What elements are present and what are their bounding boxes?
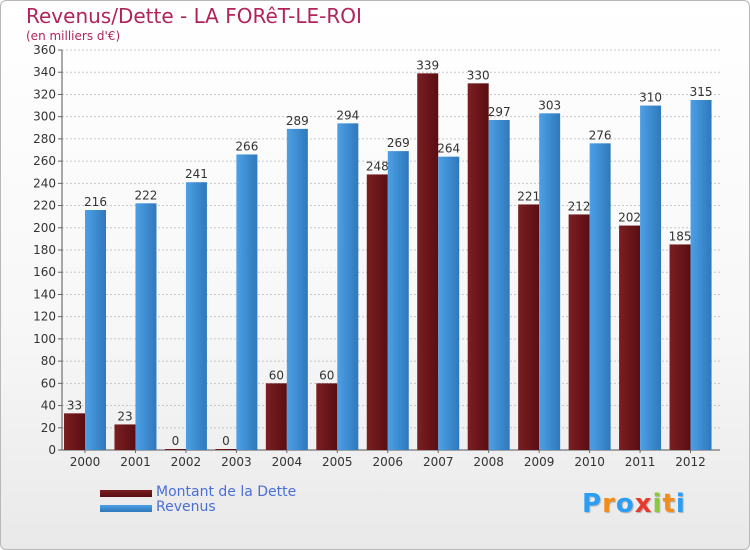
bar-revenue [539, 113, 561, 450]
bar-revenue-label: 289 [286, 114, 309, 128]
logo-letter: i [675, 489, 686, 519]
bar-debt [215, 449, 237, 450]
bar-debt [417, 73, 439, 450]
y-tick-label: 320 [33, 87, 56, 101]
bar-debt-label: 0 [222, 434, 230, 448]
y-tick-label: 280 [33, 132, 56, 146]
bar-debt [467, 83, 489, 450]
bar-debt-label: 33 [67, 398, 82, 412]
bar-debt-label: 185 [669, 229, 692, 243]
proxiti-logo: Proxiti [582, 489, 686, 519]
bar-debt-label: 60 [319, 368, 334, 382]
y-tick-label: 60 [41, 376, 56, 390]
bar-debt [265, 383, 287, 450]
bar-revenue-label: 310 [639, 91, 662, 105]
bar-debt [619, 225, 641, 450]
bar-revenue [236, 154, 258, 450]
bar-revenue [85, 210, 106, 450]
bar-revenue [387, 151, 409, 450]
x-tick-label: 2004 [272, 455, 303, 469]
x-tick-label: 2003 [221, 455, 252, 469]
logo-letter: o [615, 489, 635, 519]
legend-swatch-debt [100, 490, 152, 497]
bar-revenue [438, 156, 460, 450]
y-tick-label: 160 [33, 265, 56, 279]
y-tick-label: 100 [33, 332, 56, 346]
logo-letter: x [634, 489, 653, 519]
legend-label-debt: Montant de la Dette [156, 484, 297, 500]
bar-debt-label: 221 [517, 189, 540, 203]
bar-revenue-label: 264 [437, 142, 460, 156]
logo-letter: i [652, 489, 663, 519]
bar-debt-label: 212 [568, 199, 591, 213]
bar-revenue-label: 297 [488, 105, 511, 119]
x-tick-label: 2006 [372, 455, 403, 469]
logo-letter: P [582, 489, 603, 519]
y-tick-label: 120 [33, 310, 56, 324]
bar-debt [669, 244, 691, 450]
bar-revenue [286, 128, 308, 450]
bar-debt-label: 23 [117, 409, 132, 423]
bar-debt-label: 0 [172, 434, 180, 448]
chart-subtitle: (en milliers d'€) [26, 29, 121, 43]
bar-revenue-label: 266 [235, 139, 258, 153]
y-tick-label: 140 [33, 287, 56, 301]
logo-letter: r [602, 489, 616, 519]
legend-label-revenue: Revenus [156, 499, 216, 515]
y-tick-label: 180 [33, 243, 56, 257]
bar-revenue-label: 276 [589, 128, 612, 142]
y-tick-label: 260 [33, 154, 56, 168]
y-tick-label: 360 [33, 43, 56, 57]
bar-revenue-label: 241 [185, 167, 208, 181]
bar-debt [518, 204, 540, 450]
bar-debt-label: 60 [269, 368, 284, 382]
bar-debt [316, 383, 338, 450]
x-tick-label: 2008 [473, 455, 504, 469]
x-tick-label: 2010 [574, 455, 605, 469]
bar-debt [64, 413, 85, 450]
bar-revenue [185, 182, 207, 450]
bar-revenue [690, 100, 712, 450]
bar-debt [366, 174, 388, 450]
bar-revenue [488, 120, 510, 450]
bar-revenue [589, 143, 611, 451]
bar-revenue-label: 315 [690, 85, 713, 99]
bar-revenue-label: 294 [336, 108, 359, 122]
bar-revenue [640, 105, 662, 451]
x-tick-label: 2000 [70, 455, 101, 469]
bar-revenue-label: 216 [84, 195, 107, 209]
bar-debt-label: 330 [467, 68, 490, 82]
x-tick-label: 2005 [322, 455, 353, 469]
bar-revenue-label: 222 [135, 188, 158, 202]
x-tick-label: 2007 [423, 455, 454, 469]
x-tick-label: 2012 [675, 455, 706, 469]
bar-debt [114, 424, 136, 450]
y-tick-label: 240 [33, 176, 56, 190]
y-tick-label: 300 [33, 110, 56, 124]
y-tick-label: 20 [41, 421, 56, 435]
bar-debt-label: 339 [416, 58, 439, 72]
y-tick-label: 0 [48, 443, 56, 457]
bar-debt [568, 214, 590, 450]
bar-revenue-label: 269 [387, 136, 410, 150]
chart-title: Revenus/Dette - LA FORêT-LE-ROI [26, 4, 362, 28]
bar-debt-label: 248 [366, 159, 389, 173]
x-tick-label: 2002 [171, 455, 202, 469]
legend-swatch-revenue [100, 505, 152, 512]
y-tick-label: 200 [33, 221, 56, 235]
y-tick-label: 220 [33, 199, 56, 213]
y-tick-label: 340 [33, 65, 56, 79]
logo-letter: t [662, 489, 676, 519]
y-tick-label: 80 [41, 354, 56, 368]
x-tick-label: 2009 [524, 455, 555, 469]
bar-revenue [135, 203, 157, 450]
bar-debt [164, 449, 186, 450]
bar-revenue [337, 123, 359, 450]
bar-revenue-label: 303 [538, 98, 561, 112]
x-tick-label: 2011 [625, 455, 656, 469]
x-tick-label: 2001 [120, 455, 151, 469]
y-tick-label: 40 [41, 399, 56, 413]
bar-debt-label: 202 [618, 211, 641, 225]
